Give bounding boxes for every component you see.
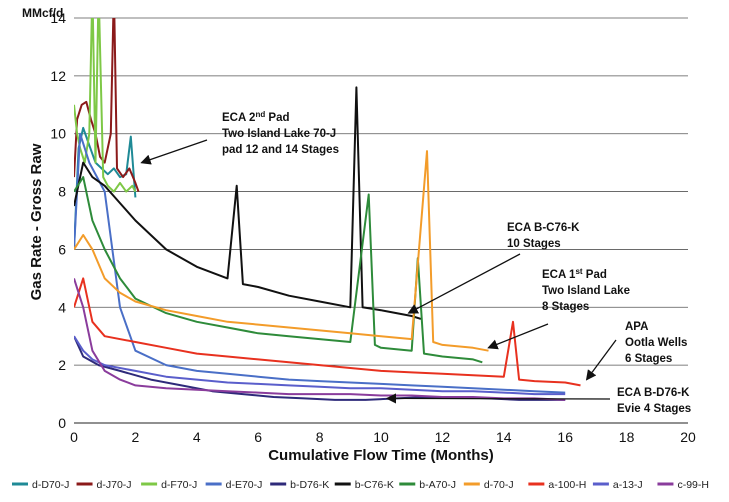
annotation-text: 6 Stages	[625, 353, 672, 365]
series-lines	[74, 18, 581, 401]
x-tick-label: 18	[619, 429, 635, 445]
annotation-text: ECA B-D76-K	[617, 387, 690, 399]
legend-label: a-13-J	[613, 479, 643, 491]
annotation-text: 8 Stages	[542, 301, 589, 313]
annotation-text: ECA 2nd Pad	[222, 110, 290, 125]
series-line-d-D70-J	[74, 126, 137, 250]
x-axis-title: Cumulative Flow Time (Months)	[268, 447, 494, 464]
annotation-text: Two Island Lake	[542, 285, 630, 297]
y-tick-label: 10	[50, 126, 66, 142]
series-line-c-99-H	[74, 278, 566, 401]
series-line-b-D76-K	[74, 335, 566, 401]
y-tick-label: 8	[58, 184, 66, 200]
x-tick-label: 16	[557, 429, 573, 445]
x-tick-label: 10	[373, 429, 389, 445]
y-tick-label: 2	[58, 357, 66, 373]
annotation-arrow	[487, 323, 549, 350]
legend-label: d-J70-J	[97, 479, 132, 491]
legend-label: b-C76-K	[355, 479, 394, 491]
series-line-d-F70-J	[74, 18, 137, 193]
units-label: MMcf/d	[22, 6, 63, 20]
annotation-text: APA	[625, 321, 648, 333]
legend-label: b-A70-J	[419, 479, 456, 491]
annotation-arrow	[585, 339, 617, 381]
legend-label: d-70-J	[484, 479, 514, 491]
annotation-text: ECA 1st Pad	[542, 267, 607, 282]
y-axis-title: Gas Rate - Gross Raw	[28, 143, 45, 300]
annotations: ECA 2nd Pad Two Island Lake 70-J pad 12 an…	[140, 110, 691, 415]
x-tick-label: 6	[254, 429, 262, 445]
series-line-d-E70-J	[74, 132, 566, 394]
gridlines	[74, 17, 688, 366]
series-line-b-C76-K	[74, 86, 422, 320]
x-tick-label: 20	[680, 429, 696, 445]
x-tick-label: 2	[132, 429, 140, 445]
annotation-text: pad 12 and 14 Stages	[222, 144, 339, 156]
y-tick-label: 6	[58, 241, 66, 257]
annotation-text: 10 Stages	[507, 238, 561, 250]
legend-label: a-100-H	[548, 479, 586, 491]
x-tick-label: 0	[70, 429, 78, 445]
annotation-text: ECA B-C76-K	[507, 222, 580, 234]
series-line-d-J70-J	[74, 18, 140, 192]
y-tick-label: 14	[50, 10, 66, 26]
series-line-b-A70-J	[74, 176, 483, 364]
legend-label: d-D70-J	[32, 479, 69, 491]
x-tick-labels: 0 2 4 6 8 10 12 14 16 18 20	[70, 429, 696, 445]
y-tick-label: 0	[58, 415, 66, 431]
x-tick-label: 14	[496, 429, 512, 445]
legend-label: c-99-H	[677, 479, 709, 491]
legend-label: b-D76-K	[290, 479, 329, 491]
annotation-arrow	[140, 139, 208, 165]
x-tick-label: 8	[316, 429, 324, 445]
annotation-text: Ootla Wells	[625, 337, 687, 349]
series-line-a-13-J	[74, 335, 566, 396]
legend-label: d-E70-J	[226, 479, 263, 491]
annotation-arrow	[385, 393, 611, 404]
legend: d-D70-J d-J70-J d-F70-J d-E70-J b-D76-K b-C76…	[12, 479, 709, 491]
y-tick-labels: 0 2 4 6 8 10 12 14	[50, 10, 66, 431]
annotation-text: Two Island Lake 70-J	[222, 128, 336, 140]
series-line-d-70-J	[74, 150, 489, 352]
annotation-arrow	[407, 253, 521, 314]
x-tick-label: 4	[193, 429, 201, 445]
y-tick-label: 4	[58, 299, 66, 315]
annotation-text: Evie 4 Stages	[617, 403, 691, 415]
legend-label: d-F70-J	[161, 479, 197, 491]
y-tick-label: 12	[50, 68, 66, 84]
x-tick-label: 12	[435, 429, 451, 445]
series-line-a-100-H	[74, 277, 581, 387]
